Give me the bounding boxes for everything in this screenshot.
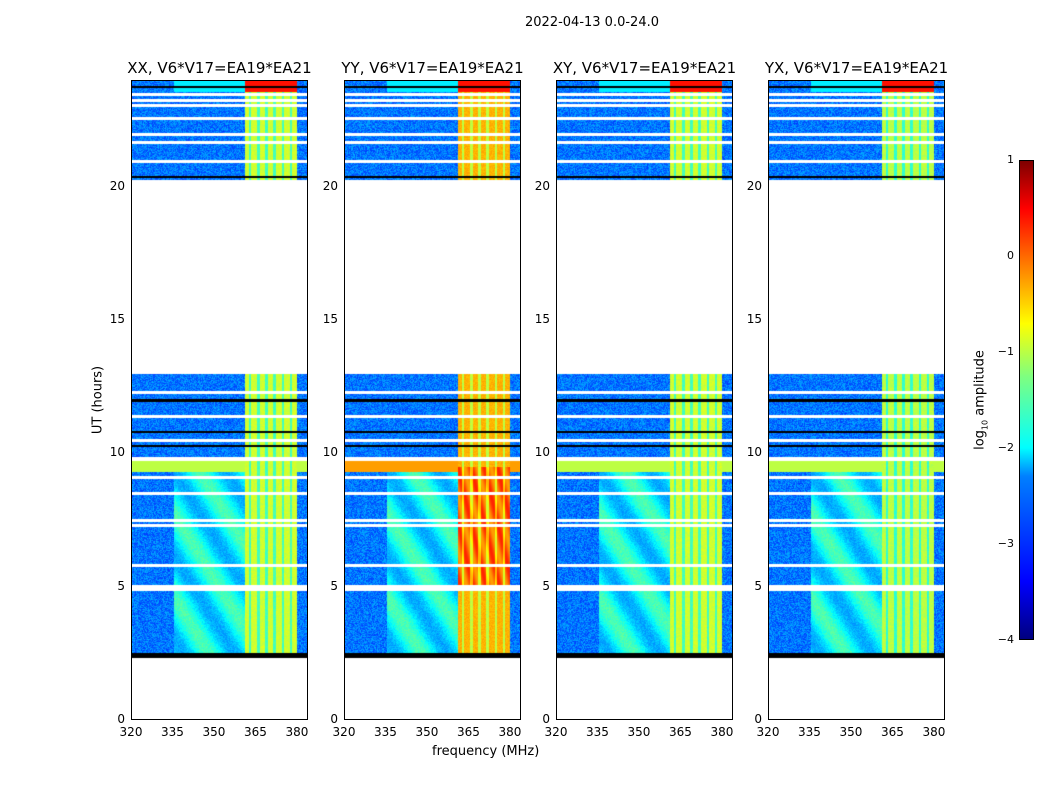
panel-1 <box>344 80 521 720</box>
colorbar <box>1019 160 1034 640</box>
y-tick-label: 20 <box>109 178 125 193</box>
x-tick-label: 320 <box>756 725 780 739</box>
y-tick-label: 10 <box>534 445 550 460</box>
heatmap-image <box>557 81 732 719</box>
y-tick-label: 0 <box>330 712 338 726</box>
panel-title: XX, V6*V17=EA19*EA21 <box>127 59 312 77</box>
x-tick-label: 365 <box>881 725 904 739</box>
x-axis-label: frequency (MHz) <box>432 744 540 759</box>
x-tick-label: 365 <box>244 725 267 739</box>
y-tick-label: 5 <box>542 578 550 593</box>
y-axis-label: UT (hours) <box>90 365 106 435</box>
x-tick-label: 380 <box>285 725 309 739</box>
colorbar-tick-label: 0 <box>1007 249 1014 262</box>
y-tick-label: 0 <box>542 712 550 726</box>
y-tick-label: 15 <box>109 312 125 326</box>
panel-3 <box>768 80 945 720</box>
panel-0 <box>131 80 308 720</box>
y-tick-label: 0 <box>754 712 762 726</box>
colorbar-tick-label: −4 <box>997 633 1014 646</box>
heatmap-image <box>132 81 307 719</box>
x-tick-label: 320 <box>544 725 568 739</box>
colorbar-tick-label: −3 <box>997 537 1014 550</box>
x-tick-label: 380 <box>922 725 946 739</box>
y-tick-label: 15 <box>534 312 550 326</box>
x-tick-label: 335 <box>798 725 821 739</box>
colorbar-tick-label: −1 <box>997 345 1014 358</box>
x-tick-label: 380 <box>710 725 734 739</box>
x-tick-label: 350 <box>202 725 226 739</box>
y-tick-label: 5 <box>754 578 762 593</box>
y-tick-label: 5 <box>117 578 125 593</box>
x-tick-label: 380 <box>498 725 522 739</box>
y-tick-label: 10 <box>322 445 338 460</box>
colorbar-label: log10 amplitude <box>972 350 990 450</box>
panel-title: YY, V6*V17=EA19*EA21 <box>341 59 524 77</box>
x-tick-label: 350 <box>415 725 439 739</box>
x-tick-label: 320 <box>332 725 356 739</box>
y-tick-label: 20 <box>746 178 762 193</box>
x-tick-label: 320 <box>119 725 143 739</box>
y-tick-label: 15 <box>746 312 762 326</box>
y-tick-label: 20 <box>534 178 550 193</box>
panel-title: YX, V6*V17=EA19*EA21 <box>764 59 949 77</box>
colorbar-tick-label: 1 <box>1007 153 1014 166</box>
figure-title: 2022-04-13 0.0-24.0 <box>525 15 659 30</box>
y-tick-label: 20 <box>322 178 338 193</box>
heatmap-image <box>769 81 944 719</box>
heatmap-image <box>345 81 520 719</box>
colorbar-tick-label: −2 <box>997 441 1014 454</box>
x-tick-label: 335 <box>586 725 609 739</box>
x-tick-label: 350 <box>627 725 651 739</box>
y-tick-label: 0 <box>117 712 125 726</box>
y-tick-label: 10 <box>109 445 125 460</box>
x-tick-label: 335 <box>374 725 397 739</box>
panel-2 <box>556 80 733 720</box>
x-tick-label: 335 <box>161 725 184 739</box>
x-tick-label: 365 <box>457 725 480 739</box>
x-tick-label: 350 <box>839 725 863 739</box>
y-tick-label: 5 <box>330 578 338 593</box>
panel-title: XY, V6*V17=EA19*EA21 <box>552 59 737 77</box>
x-tick-label: 365 <box>669 725 692 739</box>
y-tick-label: 10 <box>746 445 762 460</box>
y-tick-label: 15 <box>322 312 338 326</box>
